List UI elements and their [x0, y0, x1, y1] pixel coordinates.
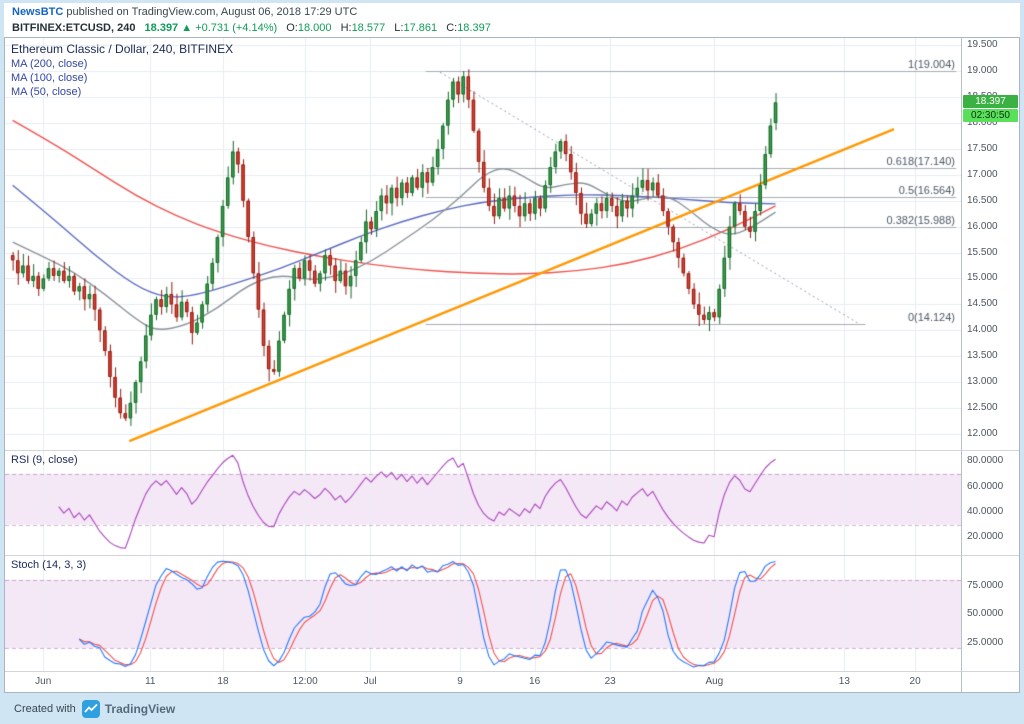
close-label: C:	[446, 22, 458, 34]
time-tick-label: 12:00	[292, 676, 318, 687]
price-axis[interactable]: 18.397 02:30:50 19.50019.00018.50018.000…	[961, 38, 1019, 450]
open-value: 18.000	[297, 22, 332, 34]
snapshot-footer: Created with TradingView	[4, 693, 1020, 724]
time-axis[interactable]: Jun 11 18 12:00 Jul 9 16 23 Aug 13 20	[5, 671, 961, 692]
price-chart-canvas[interactable]	[5, 38, 961, 450]
published-text: published on TradingView.com, August 06,…	[63, 6, 358, 18]
price-tick-label: 12.500	[967, 402, 998, 414]
rsi-chart-canvas[interactable]	[5, 451, 961, 555]
price-tick-label: 13.500	[967, 350, 998, 362]
price-tick-label: 19.500	[967, 39, 998, 51]
rsi-tick-label: 40.0000	[967, 505, 1004, 517]
rsi-axis[interactable]: 80.0000 60.0000 40.0000 20.0000	[961, 450, 1019, 555]
created-with-text: Created with	[14, 702, 76, 715]
price-tick-label: 16.000	[967, 220, 998, 232]
low-value: 17.861	[403, 22, 438, 34]
chart-area: Ethereum Classic / Dollar, 240, BITFINEX…	[4, 37, 1020, 693]
stoch-tick-label: 25.0000	[967, 636, 1004, 648]
price-tick-label: 19.000	[967, 65, 998, 77]
stoch-tick-label: 50.0000	[967, 608, 1004, 620]
stoch-tick-label: 75.0000	[967, 579, 1004, 591]
last-price-text: 18.397	[144, 22, 179, 34]
price-tick-label: 15.000	[967, 272, 998, 284]
stoch-label[interactable]: Stoch (14, 3, 3)	[11, 559, 87, 571]
rsi-pane[interactable]: RSI (9, close)	[5, 450, 961, 555]
low-label: L:	[394, 22, 404, 34]
rsi-label[interactable]: RSI (9, close)	[11, 454, 78, 466]
time-tick-label: 11	[145, 676, 156, 687]
price-tick-label: 14.500	[967, 298, 998, 310]
time-tick-label: 16	[529, 676, 541, 687]
up-arrow-icon: ▲	[181, 22, 193, 34]
price-tick-label: 15.500	[967, 246, 998, 258]
time-tick-label: 23	[604, 676, 616, 687]
rsi-tick-label: 60.0000	[967, 480, 1004, 492]
time-tick-label: 9	[457, 676, 463, 687]
price-tick-label: 18.000	[967, 116, 998, 128]
high-value: 18.577	[351, 22, 386, 34]
rsi-tick-label: 20.0000	[967, 531, 1004, 543]
close-value: 18.397	[457, 22, 491, 34]
countdown-badge: 02:30:50	[963, 109, 1018, 123]
high-label: H:	[340, 22, 352, 34]
open-label: O:	[286, 22, 298, 34]
price-tick-label: 16.500	[967, 194, 998, 206]
symbol-info-bar: BITFINEX:ETCUSD, 240 18.397 ▲ +0.731 (+4…	[4, 19, 1020, 35]
price-tick-label: 17.500	[967, 142, 998, 154]
snapshot-header: NewsBTC published on TradingView.com, Au…	[4, 3, 1020, 37]
rsi-tick-label: 80.0000	[967, 455, 1004, 467]
tradingview-link[interactable]: TradingView	[81, 699, 176, 718]
tradingview-logo-icon	[81, 699, 100, 718]
newsbtc-brand-link[interactable]: NewsBTC	[12, 6, 64, 18]
time-tick-label: 18	[217, 676, 229, 687]
change-text: +0.731 (+4.14%)	[195, 22, 278, 34]
price-pane[interactable]: Ethereum Classic / Dollar, 240, BITFINEX…	[5, 38, 961, 450]
axis-corner	[961, 671, 1019, 692]
price-tick-label: 17.000	[967, 168, 998, 180]
price-tick-label: 12.000	[967, 427, 998, 439]
time-tick-label: 13	[838, 676, 850, 687]
time-tick-label: Jul	[363, 676, 377, 687]
published-line: NewsBTC published on TradingView.com, Au…	[4, 3, 1020, 19]
stoch-pane[interactable]: Stoch (14, 3, 3)	[5, 555, 961, 671]
tradingview-wordmark: TradingView	[104, 701, 176, 716]
price-tick-label: 13.000	[967, 376, 998, 388]
time-tick-label: Jun	[35, 676, 52, 687]
stoch-axis[interactable]: 75.0000 50.0000 25.0000	[961, 555, 1019, 671]
symbol-text[interactable]: BITFINEX:ETCUSD, 240	[12, 22, 136, 34]
price-tick-label: 14.000	[967, 324, 998, 336]
time-tick-label: 20	[909, 676, 921, 687]
time-tick-label: Aug	[705, 676, 724, 687]
last-price-badge: 18.397	[963, 95, 1018, 109]
stoch-chart-canvas[interactable]	[5, 556, 961, 671]
